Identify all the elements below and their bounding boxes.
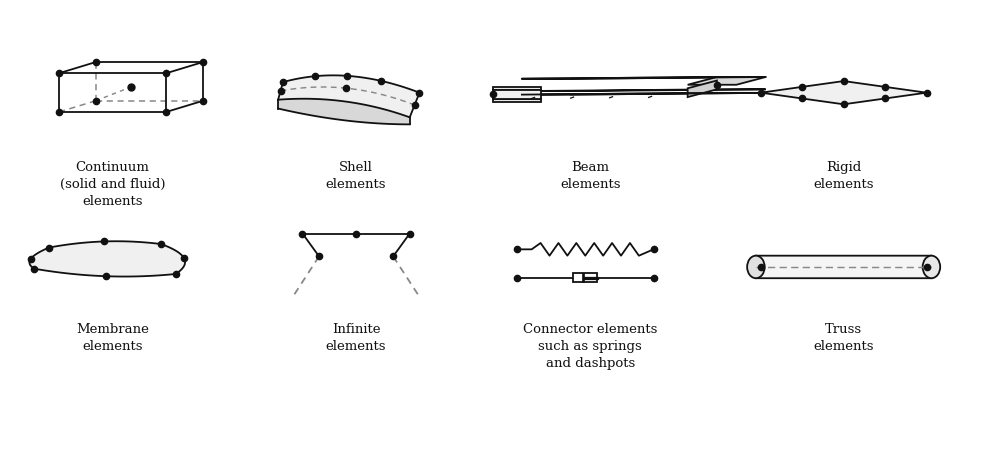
Ellipse shape — [921, 255, 939, 278]
Polygon shape — [277, 75, 419, 117]
Bar — [573, 273, 596, 282]
Text: Membrane
elements: Membrane elements — [76, 323, 149, 353]
Polygon shape — [277, 99, 410, 124]
Text: Infinite
elements: Infinite elements — [325, 323, 386, 353]
Polygon shape — [521, 89, 765, 91]
Text: Shell
elements: Shell elements — [325, 161, 386, 191]
Text: Truss
elements: Truss elements — [812, 323, 873, 353]
FancyBboxPatch shape — [755, 255, 930, 278]
Ellipse shape — [746, 255, 764, 278]
Polygon shape — [492, 99, 541, 102]
Polygon shape — [30, 241, 185, 276]
Text: Connector elements
such as springs
and dashpots: Connector elements such as springs and d… — [523, 323, 657, 370]
Polygon shape — [760, 81, 925, 104]
Text: Continuum
(solid and fluid)
elements: Continuum (solid and fluid) elements — [60, 161, 165, 208]
Polygon shape — [521, 77, 765, 79]
Polygon shape — [492, 86, 541, 90]
Text: Rigid
elements: Rigid elements — [812, 161, 873, 191]
Polygon shape — [687, 80, 717, 97]
Polygon shape — [687, 77, 765, 85]
Polygon shape — [521, 93, 765, 95]
Text: Beam
elements: Beam elements — [560, 161, 620, 191]
Polygon shape — [492, 90, 541, 99]
